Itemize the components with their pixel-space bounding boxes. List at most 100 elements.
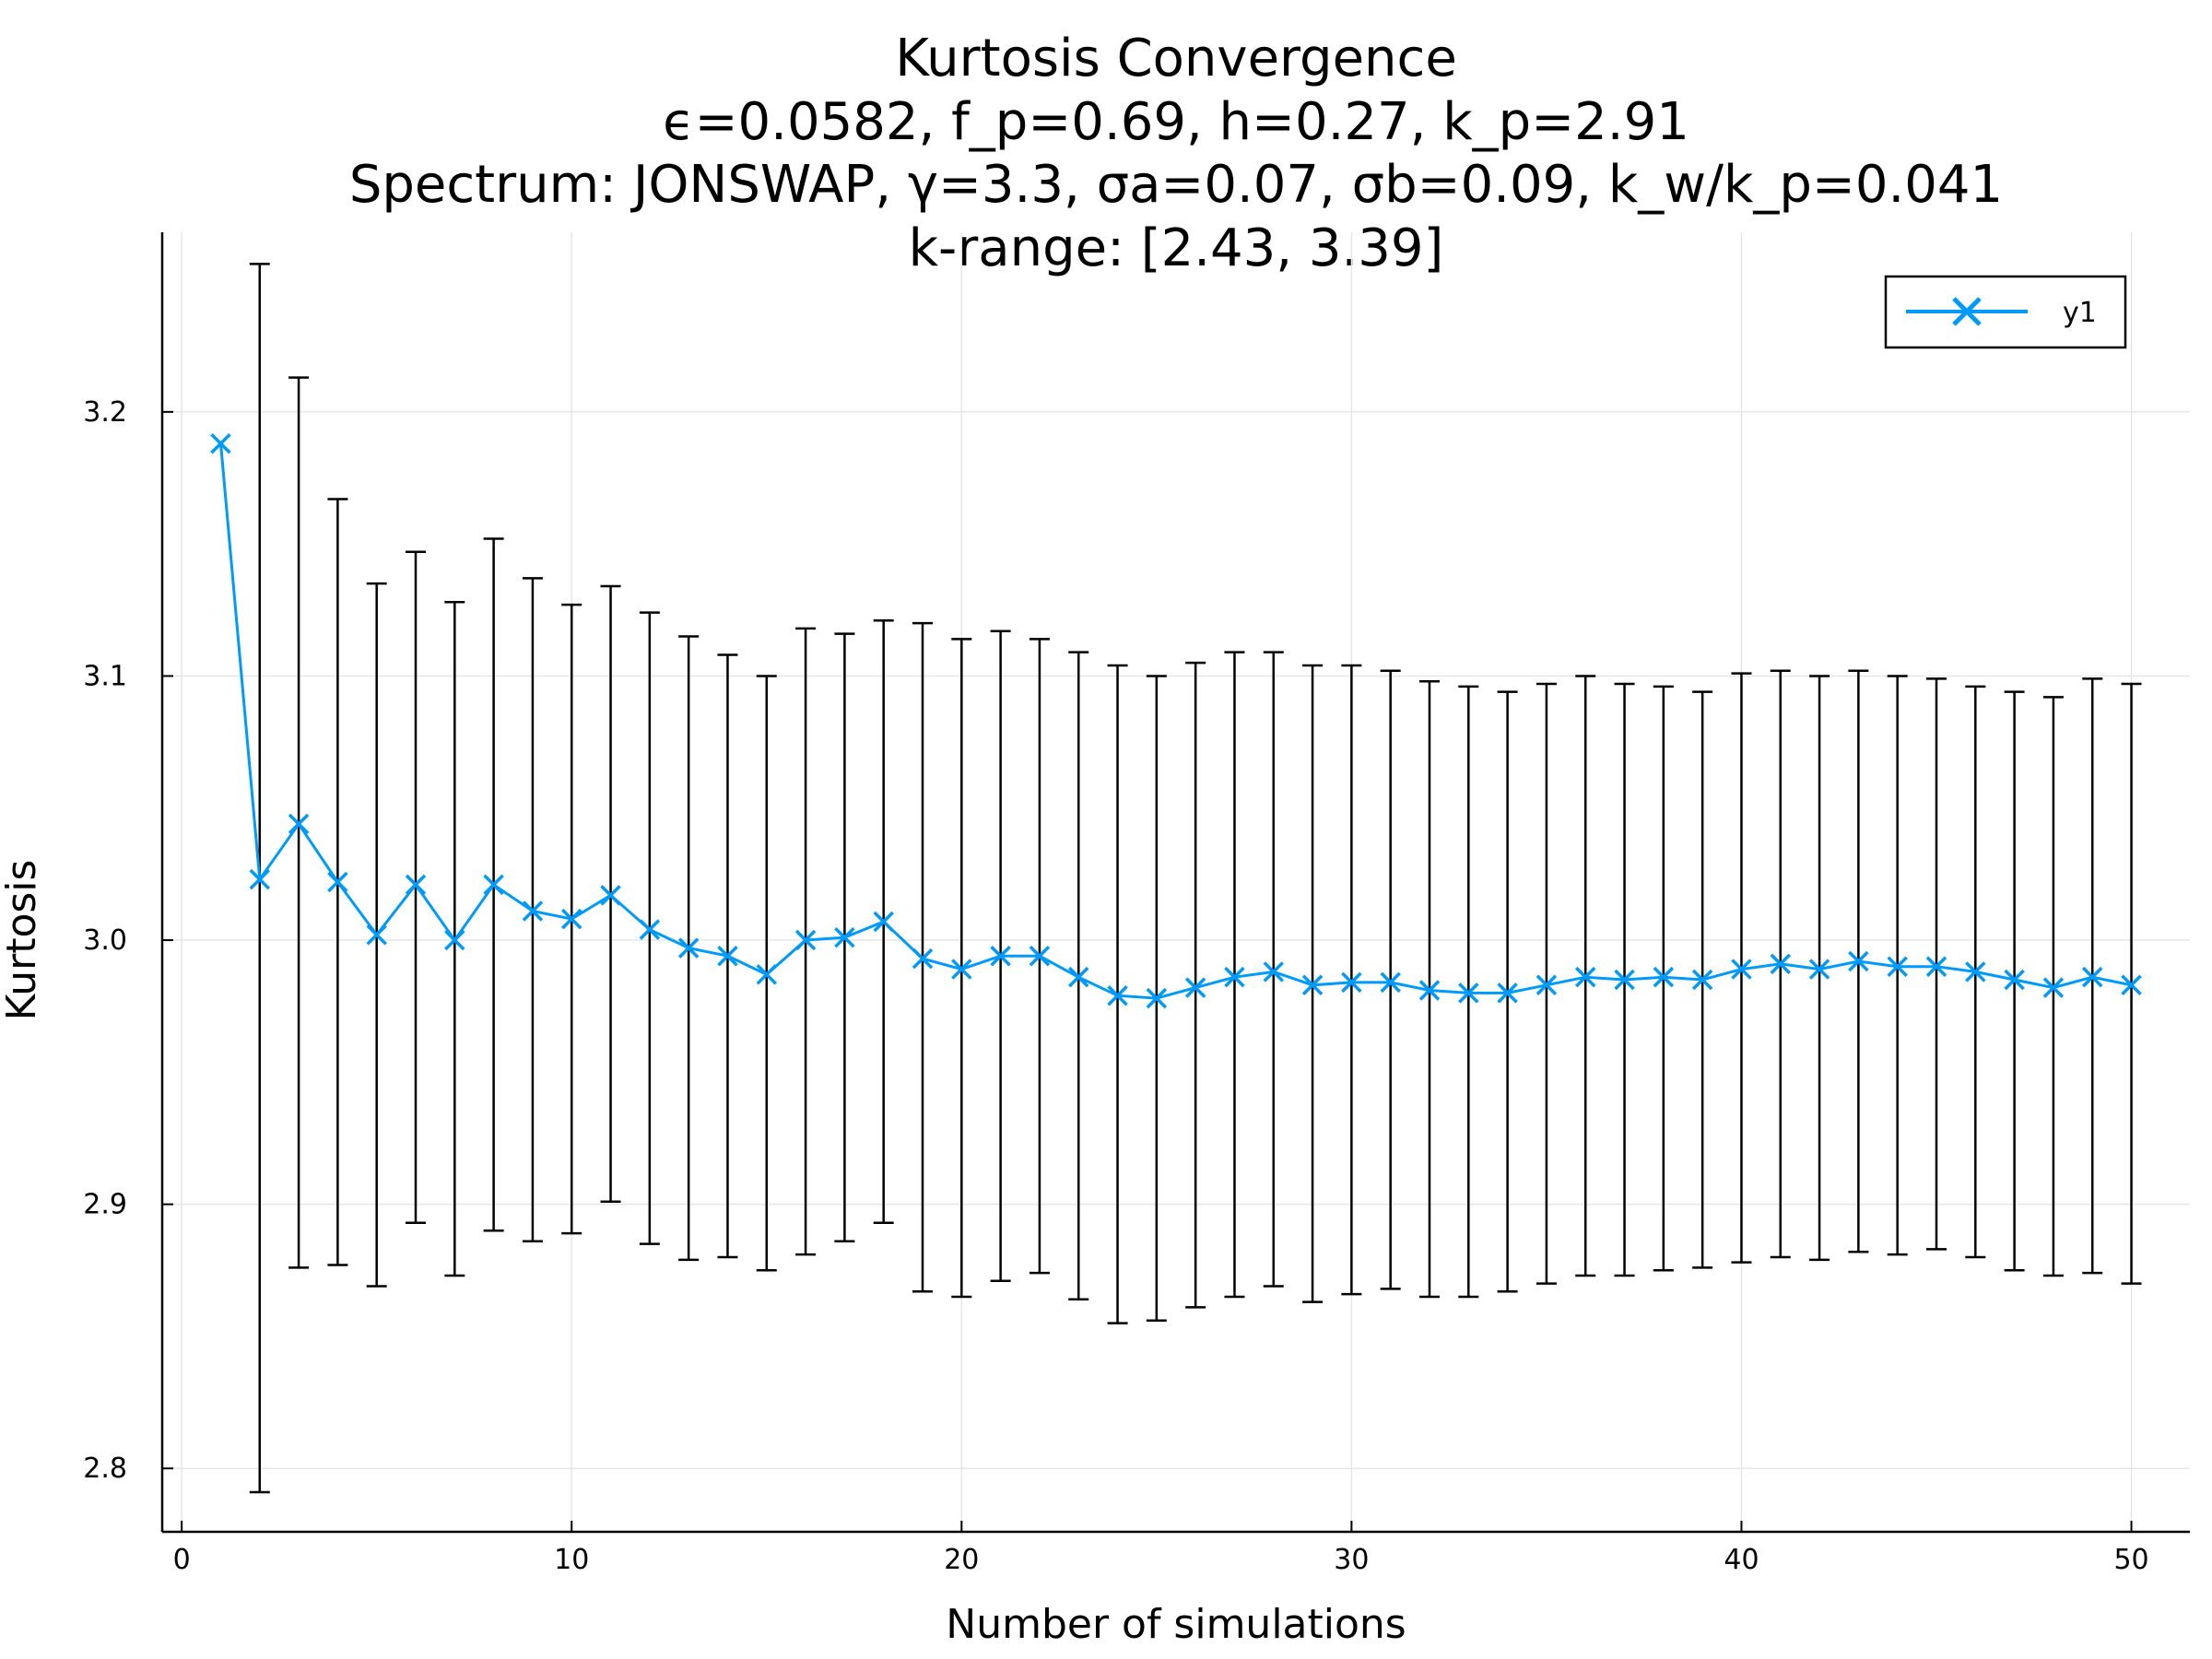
marker-stroke (1574, 966, 1596, 988)
data-point-marker (1146, 987, 1168, 1009)
marker-stroke (1184, 977, 1206, 998)
data-point-marker (483, 874, 504, 896)
data-point-marker (327, 871, 348, 893)
data-point-marker (2042, 977, 2065, 998)
marker-stroke (1887, 956, 1908, 977)
x-tick-label: 0 (173, 1544, 191, 1576)
data-point-marker (210, 433, 231, 454)
data-point-marker (1263, 961, 1285, 982)
series-y1 (210, 433, 2142, 1009)
data-point-marker (1418, 980, 1441, 1001)
marker-stroke (639, 919, 661, 940)
data-point-marker (1184, 977, 1206, 998)
marker-stroke (1341, 971, 1362, 994)
data-point-marker (1029, 946, 1051, 967)
marker-stroke (1614, 969, 1635, 991)
marker-stroke (717, 946, 738, 967)
data-point-marker (1497, 982, 1518, 1004)
data-point-marker (2121, 974, 2142, 996)
marker-stroke (1301, 974, 1324, 996)
marker-stroke (912, 947, 934, 970)
data-point-marker (1887, 956, 1908, 977)
marker-stroke (677, 937, 700, 959)
marker-stroke (834, 926, 855, 948)
data-point-marker (1224, 966, 1245, 988)
x-tick-label: 10 (554, 1544, 589, 1576)
marker-stroke (1808, 959, 1830, 980)
marker-stroke (873, 911, 894, 933)
tick-labels: 0 10 20 30 40 50 2.8 2.9 3.0 3.1 3.2 (83, 396, 2148, 1576)
data-point-marker (2081, 966, 2103, 988)
data-point-marker (1691, 969, 1713, 991)
data-point-marker (1808, 959, 1830, 980)
data-point-marker (249, 868, 271, 890)
marker-stroke (756, 964, 778, 985)
data-point-marker (560, 908, 582, 930)
marker-stroke (2042, 977, 2065, 998)
data-point-marker (405, 874, 427, 896)
data-point-marker (717, 946, 738, 967)
grid (162, 232, 2190, 1532)
marker-stroke (483, 874, 504, 896)
data-point-marker (600, 885, 621, 906)
data-point-marker (834, 926, 855, 948)
x-axis-label: Number of simulations (946, 1601, 1406, 1648)
marker-stroke (2081, 966, 2103, 988)
data-point-marker (951, 959, 972, 980)
marker-stroke (990, 946, 1011, 967)
data-point-marker (366, 924, 387, 946)
data-point-marker (1614, 969, 1635, 991)
marker-stroke (951, 959, 972, 980)
marker-stroke (1029, 946, 1051, 967)
data-point-marker (1653, 966, 1675, 988)
y-tick-label: 2.9 (83, 1189, 127, 1221)
marker-stroke (405, 874, 427, 896)
legend-marker-icon (1952, 297, 1982, 326)
marker-stroke (522, 900, 544, 922)
marker-stroke (1458, 982, 1479, 1004)
marker-stroke (1263, 961, 1285, 982)
marker-stroke (1146, 987, 1168, 1009)
x-tick-label: 20 (944, 1544, 979, 1576)
marker-stroke (327, 871, 348, 893)
y-tick-label: 3.0 (83, 924, 127, 957)
marker-stroke (2121, 974, 2142, 996)
y-tick-label: 3.2 (83, 396, 127, 429)
chart-title-line-2: ϵ=0.0582, f_p=0.69, h=0.27, k_p=2.91 (663, 92, 1689, 152)
y-tick-label: 3.1 (83, 660, 127, 692)
y-axis-label: Kurtosis (0, 860, 45, 1021)
x-tick-label: 40 (1724, 1544, 1759, 1576)
data-point-marker (677, 937, 700, 959)
error-bars (249, 263, 2142, 1494)
marker-stroke (1535, 974, 1558, 996)
chart-title-line-1: Kurtosis Convergence (895, 29, 1457, 88)
marker-stroke (1925, 956, 1947, 977)
marker-stroke (1418, 980, 1441, 1001)
marker-stroke (210, 433, 231, 454)
marker-stroke (366, 924, 387, 946)
marker-stroke (1848, 950, 1869, 972)
data-point-marker (1574, 966, 1596, 988)
marker-stroke (1653, 966, 1675, 988)
data-point-marker (1770, 953, 1792, 975)
marker-stroke (1067, 966, 1089, 988)
x-tick-label: 50 (2113, 1544, 2148, 1576)
data-point-marker (794, 929, 817, 951)
marker-stroke (1380, 971, 1401, 994)
data-point-marker (912, 947, 934, 970)
legend-marker-stroke (1952, 297, 1982, 326)
y-tick-label: 2.8 (83, 1453, 127, 1485)
data-point-marker (756, 964, 778, 985)
data-point-marker (1535, 974, 1558, 996)
marker-stroke (1224, 966, 1245, 988)
marker-stroke (1691, 969, 1713, 991)
marker-stroke (794, 929, 817, 951)
chart-title-line-3: Spectrum: JONSWAP, γ=3.3, σa=0.07, σb=0.… (349, 155, 2003, 215)
marker-stroke (1965, 961, 1986, 982)
data-point-marker (1380, 971, 1401, 994)
marker-stroke (2004, 969, 2025, 991)
marker-stroke (1770, 953, 1792, 975)
marker-stroke (560, 908, 582, 930)
marker-stroke (444, 929, 465, 951)
